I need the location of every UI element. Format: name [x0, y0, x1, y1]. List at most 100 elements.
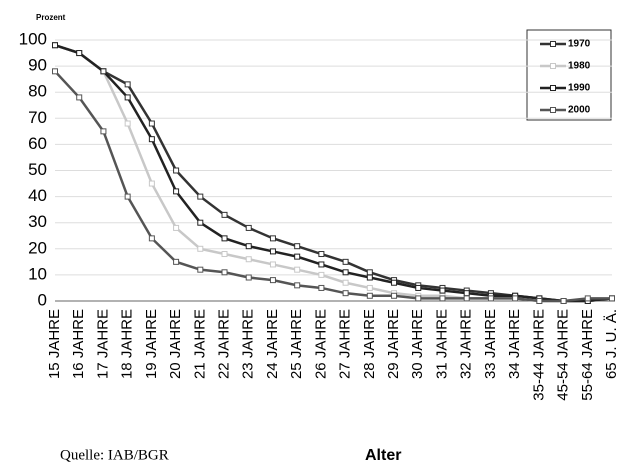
point [439, 287, 446, 294]
y-tick-label: 30 [28, 212, 47, 231]
point [463, 295, 470, 302]
y-tick-label: 10 [28, 264, 47, 283]
y-axis-label: Prozent [36, 13, 66, 22]
y-tick-label: 90 [28, 56, 47, 75]
point [439, 295, 446, 302]
point [584, 295, 591, 302]
point [245, 224, 252, 231]
point [173, 224, 180, 231]
point [318, 271, 325, 278]
point [366, 274, 373, 281]
point [415, 284, 422, 291]
point [173, 167, 180, 174]
point [76, 50, 83, 57]
x-tick-label: 33 JAHRE [482, 309, 499, 379]
legend-label: 2000 [568, 105, 591, 116]
point [269, 261, 276, 268]
point [148, 120, 155, 127]
series-line [54, 70, 612, 303]
point [560, 298, 567, 304]
point [415, 295, 422, 302]
point [342, 258, 349, 265]
x-tick-label: 18 JAHRE [119, 309, 136, 379]
x-axis-label: Alter [365, 447, 401, 464]
point [294, 253, 301, 260]
point [124, 193, 131, 200]
x-tick-label: 15 JAHRE [46, 309, 63, 379]
point [197, 266, 204, 273]
x-tick-label: 29 JAHRE [385, 309, 402, 379]
legend-label: 1970 [568, 39, 591, 50]
point [124, 120, 131, 127]
point [366, 292, 373, 299]
point [512, 295, 519, 302]
point [269, 235, 276, 242]
point [52, 42, 58, 49]
legend-marker [550, 107, 556, 113]
point [366, 284, 373, 291]
x-tick-label: 55-64 JAHRE [579, 309, 596, 401]
point [245, 256, 252, 263]
point [148, 235, 155, 242]
x-tick-label: 27 JAHRE [337, 309, 354, 379]
point [124, 81, 131, 88]
point [294, 266, 301, 273]
point [269, 277, 276, 284]
x-tick-label: 26 JAHRE [312, 309, 329, 379]
legend-marker [550, 41, 556, 47]
x-tick-label: 20 JAHRE [167, 309, 184, 379]
point [221, 251, 228, 258]
point [221, 269, 228, 276]
point [269, 248, 276, 255]
y-tick-label: 50 [28, 160, 47, 179]
y-tick-label: 40 [28, 186, 47, 205]
point [342, 290, 349, 297]
point [342, 269, 349, 276]
point [391, 292, 398, 299]
point [52, 68, 58, 75]
x-tick-label: 22 JAHRE [215, 309, 232, 379]
x-tick-label: 65 J. U. Ä. [603, 309, 620, 379]
x-tick-label: 28 JAHRE [361, 309, 378, 379]
x-tick-label: 16 JAHRE [70, 309, 87, 379]
point [487, 295, 494, 302]
y-tick-label: 70 [28, 108, 47, 127]
point [173, 258, 180, 265]
x-tick-label: 32 JAHRE [458, 309, 475, 379]
point [197, 219, 204, 226]
point [197, 193, 204, 200]
legend-label: 1990 [568, 83, 591, 94]
y-tick-label: 80 [28, 82, 47, 101]
point [391, 279, 398, 286]
point [318, 284, 325, 291]
point [609, 295, 615, 302]
point [197, 245, 204, 252]
point [318, 261, 325, 268]
x-tick-label: 21 JAHRE [191, 309, 208, 379]
x-tick-label: 34 JAHRE [506, 309, 523, 379]
x-tick-label: 31 JAHRE [433, 309, 450, 379]
point [294, 282, 301, 289]
point [536, 298, 543, 304]
series-line [54, 44, 613, 303]
point [318, 251, 325, 258]
point [100, 68, 107, 75]
x-tick-label: 25 JAHRE [288, 309, 305, 379]
point [124, 94, 131, 101]
legend-marker [550, 85, 556, 91]
point [463, 290, 470, 297]
y-tick-label: 100 [19, 29, 47, 48]
point [294, 243, 301, 250]
legend-marker [550, 63, 556, 69]
point [245, 243, 252, 250]
point [148, 180, 155, 187]
x-tick-label: 19 JAHRE [143, 309, 160, 379]
source: Quelle: IAB/BGR [60, 447, 169, 463]
x-tick-label: 23 JAHRE [240, 309, 257, 379]
point [173, 188, 180, 195]
point [221, 235, 228, 242]
x-tick-label: 45-54 JAHRE [555, 309, 572, 401]
point [245, 274, 252, 281]
point [366, 269, 373, 276]
point [148, 136, 155, 143]
